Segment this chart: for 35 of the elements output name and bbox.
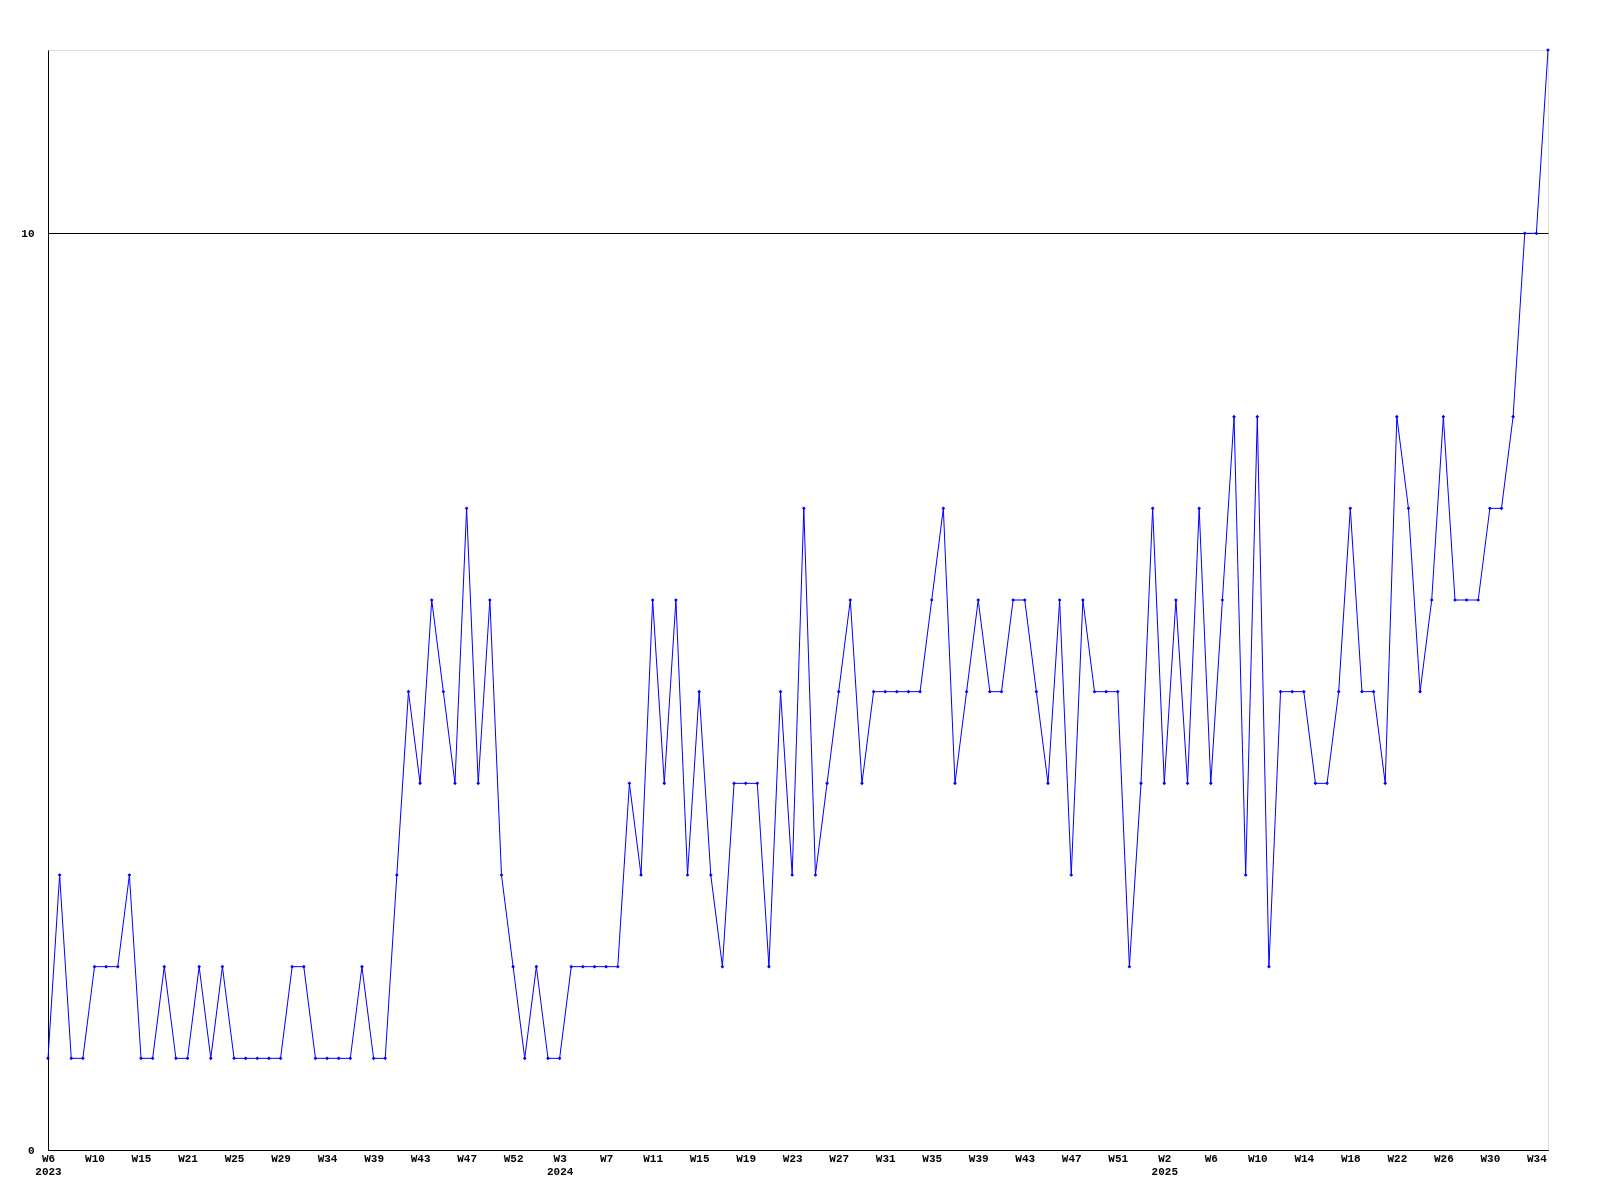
x-tick-label: W15 — [689, 1152, 710, 1165]
x-tick-label: W39 — [364, 1152, 384, 1165]
x-tick-label: W6 — [1204, 1152, 1218, 1165]
x-tick-label: W14 — [1294, 1152, 1315, 1165]
x-tick-label: W34 — [317, 1152, 338, 1165]
x-tick-label: W6 2023 — [35, 1152, 63, 1178]
x-tick-label: W31 — [875, 1152, 897, 1165]
x-tick-label: W10 — [85, 1152, 105, 1165]
x-tick-label: W23 — [782, 1152, 803, 1165]
x-tick-label: W43 — [1015, 1152, 1036, 1165]
x-tick-label: W25 — [224, 1152, 245, 1165]
x-tick-label: W7 — [600, 1152, 614, 1165]
x-tick-label: W3 2024 — [546, 1152, 574, 1178]
y-tick-label: 10 — [21, 227, 35, 240]
x-tick-label: W47 — [457, 1152, 478, 1165]
x-tick-label: W39 — [968, 1152, 989, 1165]
x-tick-label: W2 2025 — [1151, 1152, 1179, 1178]
y-tick-label: 0 — [27, 1144, 35, 1157]
x-tick-label: W51 — [1108, 1152, 1129, 1165]
x-tick-label: W19 — [736, 1152, 757, 1165]
x-tick-label: W22 — [1387, 1152, 1408, 1165]
x-tick-label: W52 — [503, 1152, 524, 1165]
x-tick-label: W18 — [1340, 1152, 1362, 1165]
x-tick-label: W47 — [1061, 1152, 1082, 1165]
x-tick-label: W21 — [178, 1152, 199, 1165]
x-tick-label: W34 — [1526, 1152, 1548, 1165]
x-tick-label: W26 — [1433, 1152, 1454, 1165]
x-tick-label: W15 — [131, 1152, 152, 1165]
x-tick-label: W27 — [829, 1152, 850, 1165]
x-tick-label: W10 — [1247, 1152, 1268, 1165]
x-tick-label: W30 — [1480, 1152, 1501, 1165]
x-tick-label: W35 — [922, 1152, 943, 1165]
x-tick-label: W43 — [410, 1152, 431, 1165]
x-tick-label: W29 — [271, 1152, 291, 1165]
x-tick-label: W11 — [643, 1152, 664, 1165]
